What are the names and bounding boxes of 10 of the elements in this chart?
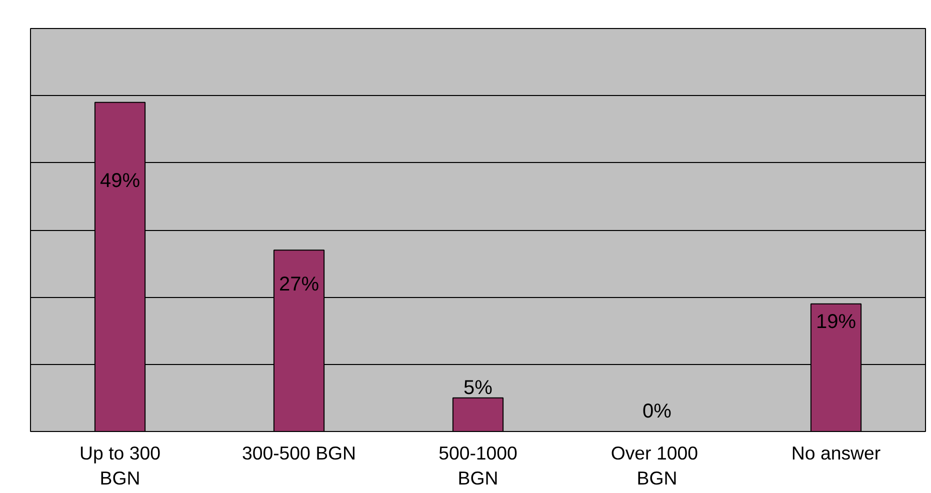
- data-label: 19%: [816, 311, 856, 334]
- data-label: 27%: [278, 273, 320, 296]
- x-tick-label: No answer: [791, 442, 881, 464]
- data-label: 5%: [464, 376, 493, 399]
- data-label: 0%: [642, 400, 672, 422]
- x-tick-label: 500-1000 BGN: [438, 442, 518, 489]
- data-label: 49%: [100, 170, 140, 192]
- x-tick-label: Up to 300 BGN: [80, 442, 160, 489]
- x-tick-label: 300-500 BGN: [242, 442, 356, 464]
- x-tick-label: Over 1000 BGN: [610, 442, 698, 489]
